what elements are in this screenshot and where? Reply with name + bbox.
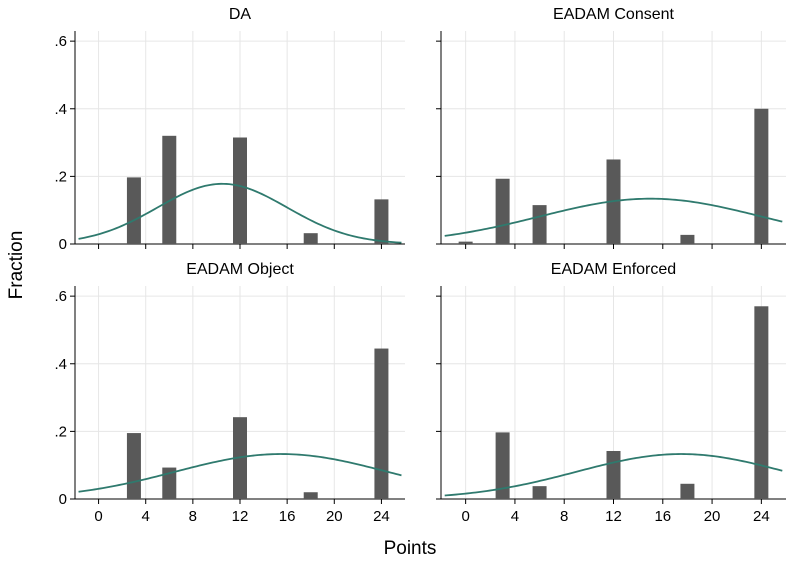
y-tick-label: .4 <box>54 101 67 118</box>
histogram-bar <box>162 467 177 499</box>
x-tick-label: 0 <box>94 508 102 525</box>
x-tick-label: 16 <box>654 508 671 525</box>
histogram-bar <box>126 177 141 244</box>
histogram-bar <box>495 178 510 244</box>
x-tick-label: 8 <box>189 508 197 525</box>
y-tick-label: .2 <box>54 168 67 185</box>
histogram-bar <box>532 205 547 244</box>
y-tick-label: .6 <box>54 288 67 305</box>
histogram-bar <box>303 233 318 244</box>
y-tick-label: .4 <box>54 356 67 373</box>
panel-4: EADAM Enforced 0 4 8 12 16 20 24 <box>436 261 786 525</box>
y-tick-label: .2 <box>54 423 67 440</box>
y-tick-label: 0 <box>59 491 67 508</box>
x-axis-label: Points <box>384 538 437 559</box>
x-tick-label: 20 <box>704 508 721 525</box>
x-tick-label: 16 <box>279 508 296 525</box>
histogram-bar <box>495 432 510 499</box>
histogram-bar <box>532 486 547 499</box>
y-tick-label: 0 <box>59 236 67 253</box>
panel-title: EADAM Consent <box>553 6 674 23</box>
histogram-bar <box>374 348 389 499</box>
histogram-bar <box>754 306 769 499</box>
x-tick-label: 12 <box>605 508 622 525</box>
x-tick-label: 4 <box>142 508 150 525</box>
histogram-bar <box>126 433 141 499</box>
x-tick-label: 4 <box>511 508 519 525</box>
y-tick-label: .6 <box>54 33 67 50</box>
normal-density-curve <box>444 453 783 497</box>
x-tick-label: 20 <box>326 508 343 525</box>
normal-density-curve <box>78 182 402 244</box>
histogram-bar <box>233 137 247 244</box>
normal-density-curve <box>78 453 402 493</box>
x-tick-label: 8 <box>560 508 568 525</box>
histogram-bar <box>162 135 177 244</box>
panel-3: EADAM Object 0 .2 .4 .6 0 4 8 12 16 20 24 <box>54 261 405 525</box>
x-tick-label: 0 <box>461 508 469 525</box>
panel-title: EADAM Enforced <box>551 261 676 278</box>
panel-title: EADAM Object <box>186 261 294 278</box>
histogram-bar <box>680 234 695 244</box>
histogram-bar <box>374 199 389 244</box>
x-tick-label: 12 <box>232 508 249 525</box>
panel-title: DA <box>229 6 252 23</box>
x-tick-label: 24 <box>753 508 770 525</box>
panel-1: DA 0 .2 .4 .6 <box>54 6 405 253</box>
x-tick-label: 24 <box>373 508 390 525</box>
histogram-bar <box>458 241 473 244</box>
histogram-bar <box>754 108 769 244</box>
panel-2: EADAM Consent <box>436 6 786 249</box>
histogram-bar <box>303 492 318 499</box>
histogram-bar <box>680 483 695 499</box>
histogram-bar <box>606 450 621 499</box>
y-axis-label: Fraction <box>6 231 27 300</box>
normal-density-curve <box>444 197 783 237</box>
